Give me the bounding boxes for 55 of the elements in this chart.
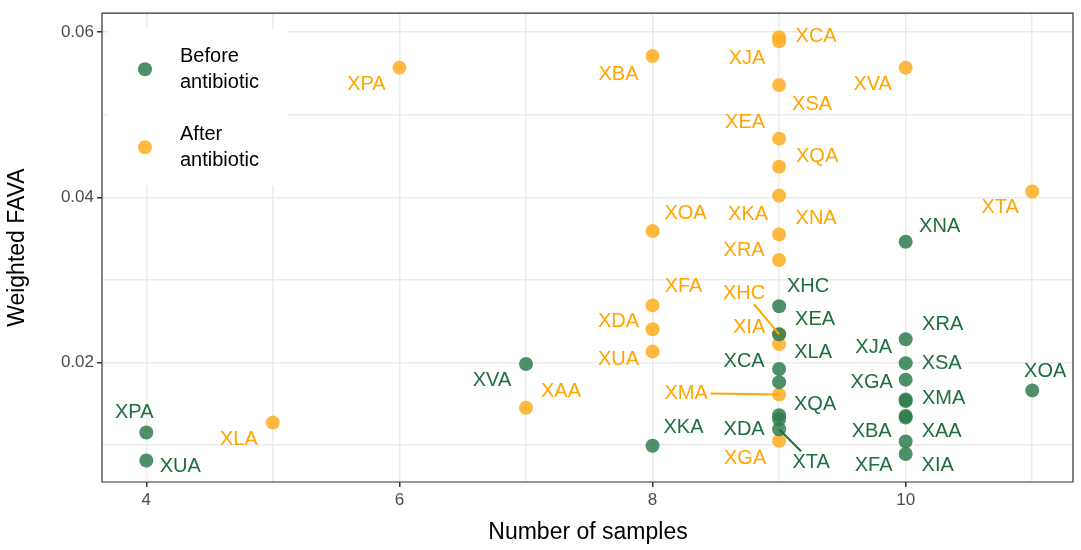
data-label: XSA — [792, 91, 833, 114]
data-label: XHC — [786, 273, 830, 296]
y-tick-label: 0.06 — [60, 21, 94, 41]
data-label: XEA — [725, 110, 766, 133]
data-label: XFA — [854, 453, 894, 476]
data-label: XRA — [723, 238, 766, 261]
data-label: XIA — [921, 453, 955, 476]
data-label: XBA — [598, 61, 640, 84]
data-label: XOA — [664, 200, 708, 223]
data-label: XLA — [219, 427, 259, 450]
data-label: XCA — [723, 348, 766, 371]
data-label: XDA — [723, 416, 766, 439]
data-label: XHC — [722, 280, 766, 303]
data-label: XPA — [347, 72, 387, 95]
data-label: XQA — [795, 144, 839, 167]
data-label: XGA — [850, 369, 894, 392]
legend-label: Before antibiotic — [180, 43, 259, 92]
data-label: XEA — [795, 306, 836, 329]
data-label: XNA — [919, 214, 961, 237]
x-tick-label: 4 — [141, 489, 152, 509]
data-label: XLA — [794, 340, 833, 363]
x-tick-label: 10 — [896, 489, 916, 509]
data-label: XVA — [853, 72, 893, 95]
data-label: XRA — [922, 311, 964, 334]
data-label: XJA — [728, 45, 767, 68]
data-label: XKA — [728, 202, 769, 225]
data-label: XVA — [472, 368, 512, 391]
data-label: XOA — [1024, 358, 1068, 381]
y-tick-label: 0.04 — [60, 186, 94, 206]
x-tick-label: 6 — [394, 489, 405, 509]
x-tick-label: 8 — [647, 489, 658, 509]
data-label: XMA — [922, 385, 966, 408]
data-label: XDA — [597, 308, 640, 331]
data-label: XTA — [792, 449, 831, 472]
legend-label: After antibiotic — [180, 121, 259, 170]
data-label: XGA — [723, 446, 767, 469]
data-label: XFA — [664, 273, 704, 296]
data-label: XBA — [851, 419, 893, 442]
y-axis-title: Weighted FAVA — [3, 167, 30, 327]
data-label: XKA — [663, 415, 705, 438]
data-label: XNA — [795, 205, 838, 228]
data-label: XUA — [597, 347, 640, 370]
data-label: XCA — [795, 23, 838, 46]
data-label: XSA — [921, 351, 963, 374]
data-label: XPA — [115, 399, 155, 422]
data-label: XMA — [664, 381, 709, 404]
data-label: XQA — [793, 391, 837, 414]
data-label: XIA — [732, 314, 766, 337]
x-axis-title: Number of samples — [488, 517, 688, 544]
data-label: XTA — [981, 194, 1020, 217]
data-label: XJA — [855, 334, 893, 357]
data-label: XAA — [540, 379, 582, 402]
data-label: XUA — [159, 454, 202, 477]
data-label: XAA — [921, 419, 963, 442]
y-tick-label: 0.02 — [60, 352, 94, 372]
